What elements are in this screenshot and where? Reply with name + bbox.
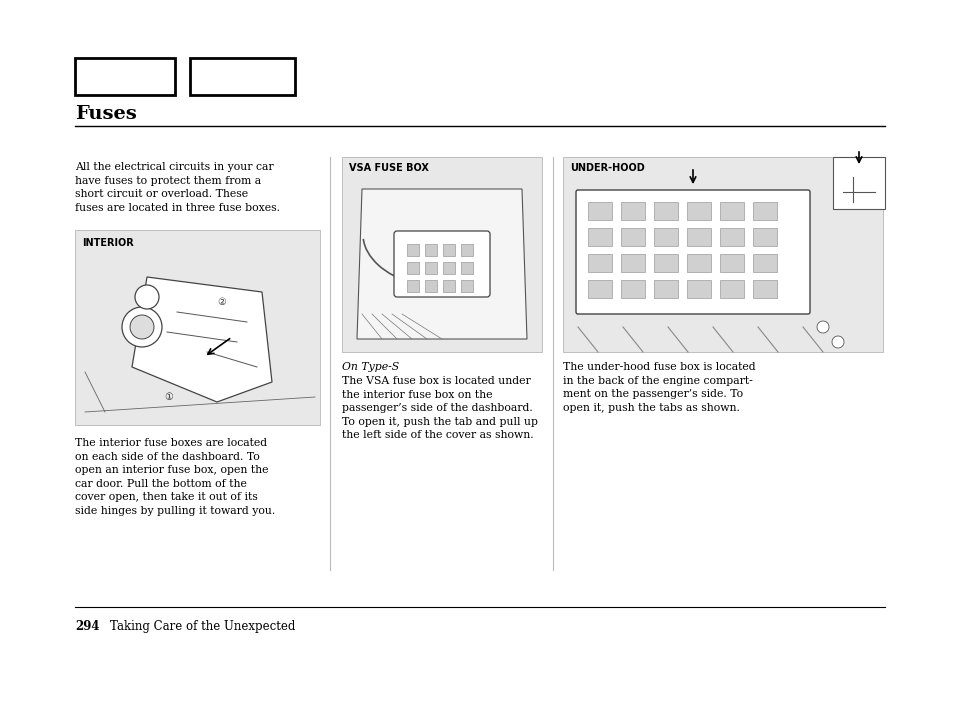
Circle shape [831,336,843,348]
Bar [832,157,884,209]
Bar [407,244,418,256]
Text: Taking Care of the Unexpected: Taking Care of the Unexpected [110,620,295,633]
Text: UNDER-HOOD: UNDER-HOOD [569,163,644,173]
Bar [460,280,473,292]
Bar [654,254,678,272]
Text: INTERIOR: INTERIOR [82,238,133,248]
Text: ②: ② [217,297,226,307]
Text: All the electrical circuits in your car
have fuses to protect them from a
short : All the electrical circuits in your car … [75,162,280,213]
Bar [752,280,776,298]
Text: ①: ① [165,392,173,402]
Text: On Type-S: On Type-S [341,362,399,372]
Bar [424,244,436,256]
Bar [587,280,612,298]
Bar [654,202,678,220]
Circle shape [816,321,828,333]
Bar [686,280,710,298]
Text: Fuses: Fuses [75,105,136,123]
Bar [460,244,473,256]
FancyBboxPatch shape [576,190,809,314]
Bar [424,262,436,274]
Bar [75,58,174,95]
Bar [752,254,776,272]
Bar [442,244,455,256]
FancyBboxPatch shape [394,231,490,297]
Bar [620,254,644,272]
Bar [587,228,612,246]
Text: The under-hood fuse box is located
in the back of the engine compart-
ment on th: The under-hood fuse box is located in th… [562,362,755,413]
Bar [654,280,678,298]
Bar [720,228,743,246]
Bar [686,228,710,246]
Text: The interior fuse boxes are located
on each side of the dashboard. To
open an in: The interior fuse boxes are located on e… [75,438,275,516]
Circle shape [135,285,159,309]
Bar [720,202,743,220]
Bar [424,280,436,292]
Polygon shape [356,189,526,339]
Text: VSA FUSE BOX: VSA FUSE BOX [349,163,429,173]
Circle shape [130,315,153,339]
Bar [654,228,678,246]
Bar [407,280,418,292]
Bar [752,228,776,246]
Bar [562,157,882,352]
Bar [75,230,319,425]
Bar [720,254,743,272]
Bar [190,58,294,95]
Bar [620,228,644,246]
Bar [620,202,644,220]
Bar [686,254,710,272]
Text: 294: 294 [75,620,99,633]
Bar [460,262,473,274]
Circle shape [122,307,162,347]
Bar [442,262,455,274]
Text: The VSA fuse box is located under
the interior fuse box on the
passenger’s side : The VSA fuse box is located under the in… [341,376,537,440]
Bar [341,157,541,352]
Bar [587,202,612,220]
Bar [442,280,455,292]
Bar [752,202,776,220]
Bar [407,262,418,274]
Polygon shape [132,277,272,402]
Bar [587,254,612,272]
Bar [720,280,743,298]
Text: TAB: TAB [840,163,860,173]
Bar [686,202,710,220]
Bar [620,280,644,298]
